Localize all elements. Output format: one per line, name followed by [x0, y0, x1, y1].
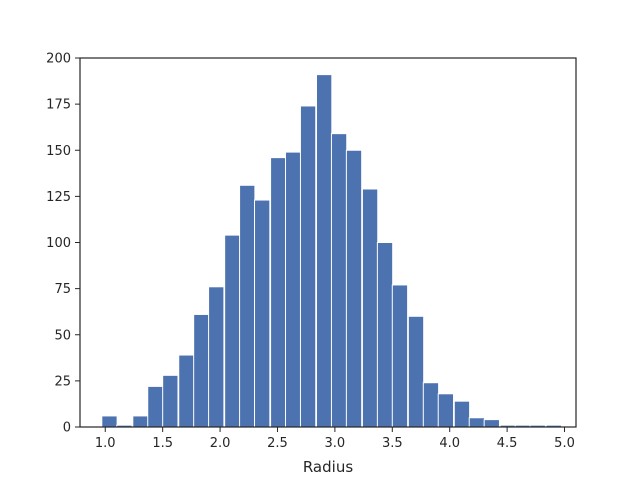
histogram-bar	[178, 354, 195, 428]
y-tick-label: 50	[54, 328, 71, 343]
histogram-bar	[345, 149, 363, 428]
x-tick-label: 4.0	[439, 436, 460, 451]
y-tick-label: 150	[46, 144, 71, 159]
histogram-bar	[316, 74, 333, 428]
x-axis-ticks: 1.0 1.5 2.0 2.5 3.0 3.5 4.0 4.5 5.0	[95, 427, 575, 451]
histogram-bar	[391, 284, 409, 428]
histogram-bar	[407, 315, 425, 428]
y-tick-label: 100	[46, 236, 71, 251]
histogram-bar	[147, 385, 164, 428]
histogram-bar	[270, 157, 287, 428]
histogram-bar	[330, 133, 348, 428]
histogram-bar	[422, 382, 440, 428]
histogram-bar	[483, 419, 500, 428]
histogram-bar	[285, 151, 302, 428]
x-tick-label: 1.0	[95, 436, 116, 451]
x-tick-label: 1.5	[152, 436, 173, 451]
x-tick-label: 2.0	[210, 436, 231, 451]
histogram-bar	[224, 234, 241, 428]
y-tick-label: 125	[46, 190, 71, 205]
x-tick-label: 3.0	[325, 436, 346, 451]
histogram-bar	[162, 374, 179, 428]
y-tick-label: 75	[54, 282, 71, 297]
histogram-bar	[361, 188, 379, 428]
x-tick-label: 5.0	[554, 436, 575, 451]
histogram-bar	[468, 417, 486, 428]
x-tick-label: 4.5	[497, 436, 518, 451]
histogram-bar	[208, 286, 225, 428]
y-axis-ticks: 0 25 50 75 100 125 150 175 200	[46, 52, 80, 436]
y-tick-label: 175	[46, 98, 71, 113]
histogram-bar	[193, 313, 210, 428]
histogram-bar	[254, 199, 271, 428]
x-axis-label: Radius	[303, 458, 353, 476]
histogram-bar	[239, 184, 256, 428]
bars-group	[101, 74, 562, 428]
y-tick-label: 200	[46, 52, 71, 67]
x-tick-label: 3.5	[382, 436, 403, 451]
histogram-bar	[437, 393, 455, 428]
y-tick-label: 0	[63, 421, 71, 436]
histogram-bar	[132, 415, 149, 428]
y-tick-label: 25	[54, 374, 71, 389]
histogram-bar	[101, 415, 118, 428]
x-tick-label: 2.5	[267, 436, 288, 451]
histogram-bar	[299, 105, 317, 428]
histogram-bar	[453, 400, 471, 428]
histogram-bar	[376, 242, 394, 428]
